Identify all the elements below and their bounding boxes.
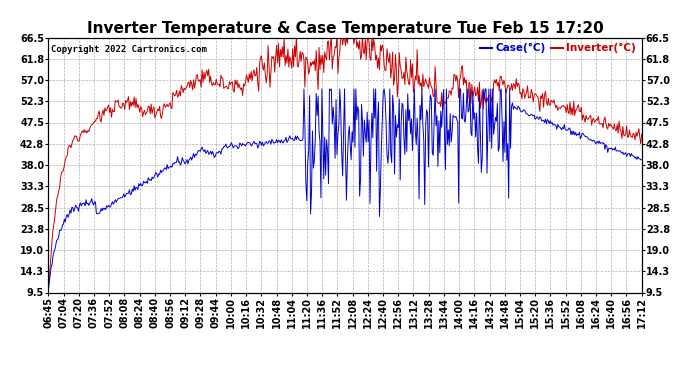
Text: Copyright 2022 Cartronics.com: Copyright 2022 Cartronics.com — [51, 45, 207, 54]
Title: Inverter Temperature & Case Temperature Tue Feb 15 17:20: Inverter Temperature & Case Temperature … — [87, 21, 603, 36]
Legend: Case(°C), Inverter(°C): Case(°C), Inverter(°C) — [475, 39, 640, 57]
